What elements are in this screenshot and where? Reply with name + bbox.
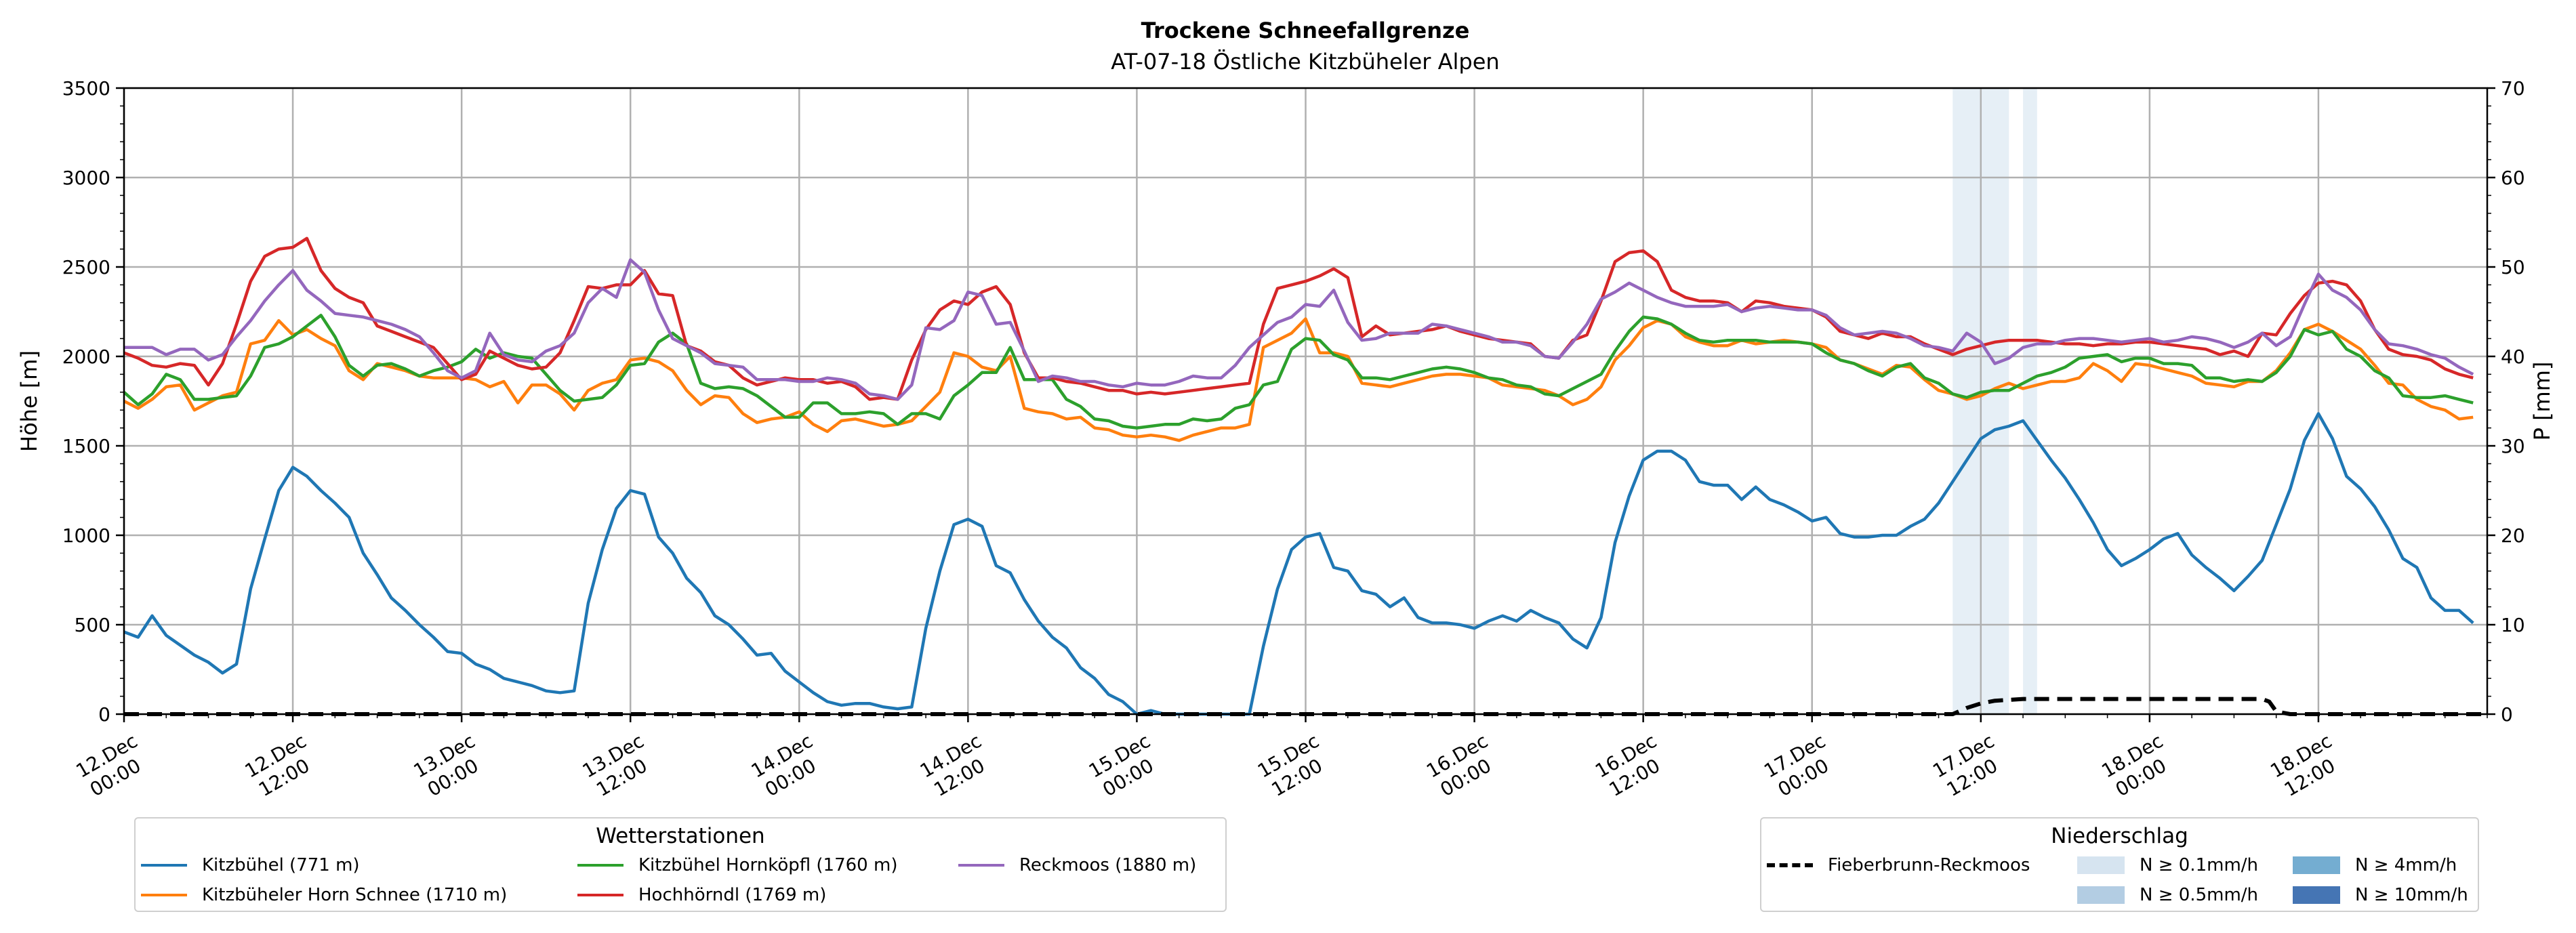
y-right-tick-label: 40	[2501, 346, 2525, 368]
y-right-tick-label: 0	[2501, 703, 2513, 726]
y-right-tick-label: 20	[2501, 524, 2525, 547]
series-line-1	[123, 317, 2474, 442]
series-line-5	[124, 697, 2487, 716]
y-right-tick-label: 70	[2501, 77, 2525, 100]
series-line-4	[124, 258, 2474, 401]
legend-item-precip-4: N ≥ 4mm/h	[2293, 855, 2457, 875]
precip-band	[2023, 88, 2037, 714]
chart-title: Trockene Schneefallgrenze	[1141, 18, 1470, 43]
y-right-tick-label: 50	[2501, 256, 2525, 278]
legend-label: Kitzbüheler Horn Schnee (1710 m)	[202, 885, 508, 905]
legend-item-hochhoerndl: Hochhörndl (1769 m)	[577, 885, 826, 905]
chart-subtitle: AT-07-18 Östliche Kitzbüheler Alpen	[1111, 49, 1499, 75]
series-line-2	[123, 314, 2474, 430]
y-tick-label: 3000	[62, 167, 110, 189]
y-tick-label: 2500	[62, 256, 110, 278]
legend-precipitation: Niederschlag Fieberbrunn-Reckmoos N ≥ 0.…	[1760, 817, 2479, 912]
series-lines	[123, 236, 2487, 716]
legend-swatch	[2077, 856, 2125, 874]
legend-label: Reckmoos (1880 m)	[1019, 855, 1197, 875]
legend-swatch	[2293, 886, 2340, 904]
y-tick-label: 0	[98, 703, 110, 726]
legend-swatch	[2293, 856, 2340, 874]
legend-stations-title: Wetterstationen	[596, 824, 765, 848]
legend-swatch	[141, 864, 187, 867]
legend-label: Hochhörndl (1769 m)	[638, 885, 827, 905]
legend-swatch	[577, 894, 623, 896]
legend-precip-title: Niederschlag	[2051, 824, 2188, 848]
y-tick-label: 1000	[62, 524, 110, 547]
legend-item-hornkoepfl: Kitzbühel Hornköpfl (1760 m)	[577, 855, 897, 875]
grid	[123, 87, 2487, 716]
legend-swatch	[1767, 863, 1813, 867]
legend-item-precip-01: N ≥ 0.1mm/h	[2077, 855, 2258, 875]
y-tick-label: 1500	[62, 435, 110, 457]
legend-item-precip-10: N ≥ 10mm/h	[2293, 885, 2468, 905]
legend-label: N ≥ 4mm/h	[2355, 855, 2457, 875]
legend-item-fieberbrunn: Fieberbrunn-Reckmoos	[1767, 855, 2030, 875]
y-axis-right-label: P [mm]	[2529, 362, 2555, 441]
legend-label: N ≥ 0.5mm/h	[2140, 885, 2259, 905]
legend-swatch	[2077, 886, 2125, 904]
legend-label: N ≥ 10mm/h	[2355, 885, 2468, 905]
series-line-0	[123, 412, 2474, 716]
series-line-3	[123, 236, 2474, 401]
legend-label: Fieberbrunn-Reckmoos	[1828, 855, 2030, 875]
y-right-tick-label: 30	[2501, 435, 2525, 457]
legend-item-reckmoos: Reckmoos (1880 m)	[958, 855, 1196, 875]
legend-label: N ≥ 0.1mm/h	[2140, 855, 2259, 875]
legend-item-precip-05: N ≥ 0.5mm/h	[2077, 885, 2258, 905]
legend-swatch	[577, 864, 623, 867]
legend-swatch	[141, 894, 187, 896]
y-tick-label: 3500	[62, 77, 110, 100]
legend-item-horn-schnee: Kitzbüheler Horn Schnee (1710 m)	[141, 885, 507, 905]
y-tick-label: 2000	[62, 346, 110, 368]
legend-stations: Wetterstationen Kitzbühel (771 m) Kitzbü…	[134, 817, 1227, 912]
y-tick-label: 500	[75, 614, 110, 636]
y-right-tick-label: 60	[2501, 167, 2525, 189]
legend-item-kitzbuehel: Kitzbühel (771 m)	[141, 855, 360, 875]
precipitation-shading	[1953, 88, 2037, 714]
y-right-tick-label: 10	[2501, 614, 2525, 636]
legend-swatch	[958, 864, 1004, 867]
axes: 0 500 1000 1500 2000 2500 3000 3500 0 10 20 30 40 50 6…	[62, 77, 2525, 801]
legend-label: Kitzbühel Hornköpfl (1760 m)	[638, 855, 898, 875]
legend-label: Kitzbühel (771 m)	[202, 855, 360, 875]
y-axis-label: Höhe [m]	[16, 350, 42, 452]
